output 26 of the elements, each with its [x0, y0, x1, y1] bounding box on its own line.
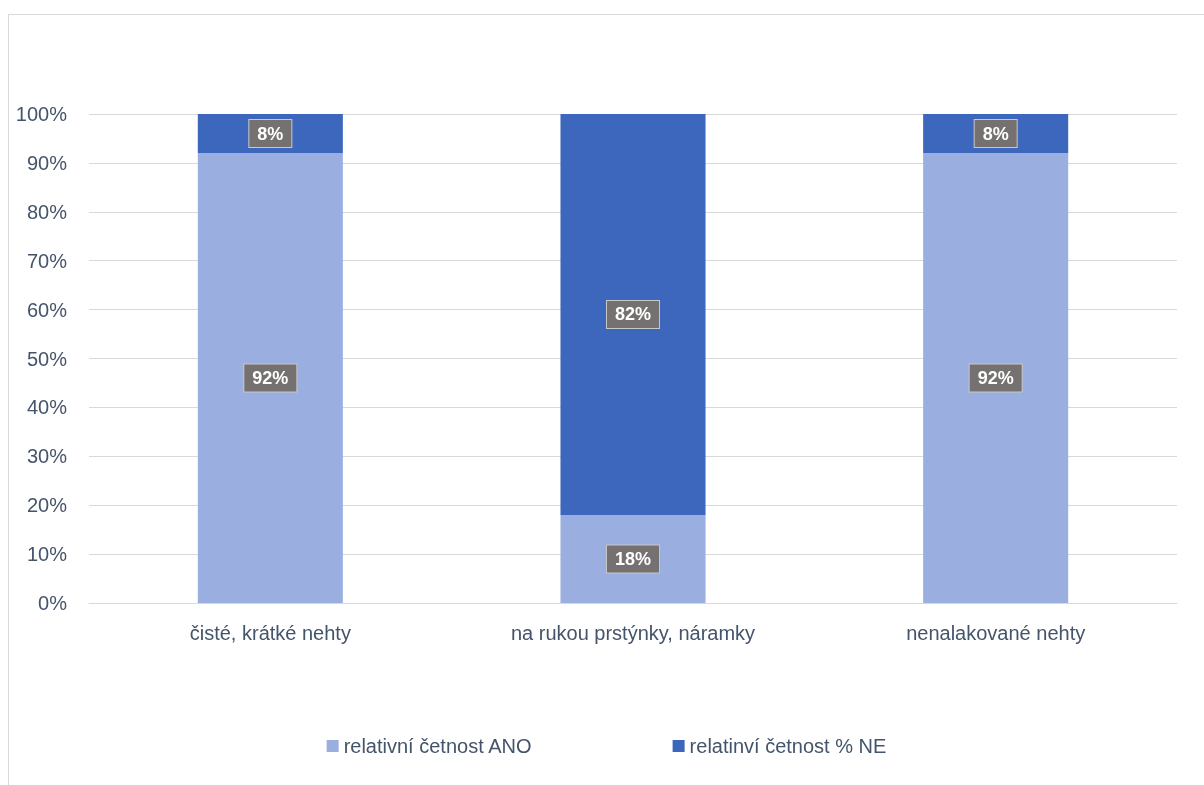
y-tick-label: 90% — [26, 151, 68, 174]
y-tick-label: 60% — [26, 298, 68, 321]
y-tick-label: 20% — [26, 494, 68, 517]
x-tick-label: na rukou prstýnky, náramky — [510, 622, 756, 644]
data-label: 8% — [257, 123, 284, 144]
data-label: 18% — [614, 548, 652, 569]
x-tick-label: nenalakované nehty — [906, 622, 1086, 644]
y-tick-label: 40% — [26, 396, 68, 419]
x-tick-label: čisté, krátké nehty — [189, 622, 351, 644]
y-tick-label: 30% — [26, 445, 68, 468]
data-label: 8% — [982, 123, 1009, 144]
y-tick-label: 80% — [26, 200, 68, 223]
y-tick-label: 100% — [15, 103, 68, 125]
y-tick-label: 0% — [38, 592, 68, 614]
legend-label: relativní četnost ANO — [343, 735, 532, 757]
y-tick-label: 50% — [26, 347, 68, 370]
y-tick-label: 10% — [26, 543, 68, 566]
legend-label: relatinví četnost % NE — [689, 735, 887, 757]
bar — [560, 114, 706, 515]
data-label: 92% — [252, 368, 289, 389]
data-label: 92% — [977, 368, 1014, 389]
data-label: 82% — [614, 304, 652, 325]
y-tick-label: 70% — [26, 249, 68, 272]
bar — [197, 153, 343, 603]
bar — [923, 153, 1069, 603]
bar — [560, 514, 706, 603]
